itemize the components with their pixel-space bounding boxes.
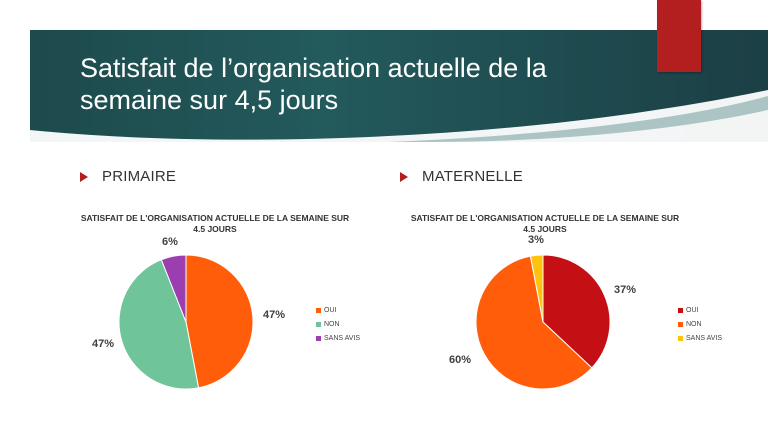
bullet-arrow-icon — [80, 171, 88, 182]
legend-swatch — [316, 307, 321, 313]
legend-item: NON — [316, 317, 360, 331]
legend-label: SANS AVIS — [324, 334, 361, 342]
pie-slice-non — [118, 259, 200, 390]
pie-slice-non — [475, 255, 593, 390]
title-banner — [30, 30, 768, 142]
red-tab-decoration — [657, 0, 701, 72]
data-label-non: 60% — [449, 354, 471, 366]
data-label-non: 47% — [92, 338, 114, 350]
legend-item: NON — [678, 317, 722, 331]
section-primaire: PRIMAIRE — [80, 168, 176, 185]
bullet-arrow-icon — [400, 171, 408, 182]
pie-slice-oui — [542, 254, 611, 369]
data-label-sans-avis: 6% — [162, 236, 178, 248]
slide-title: Satisfait de l’organisation actuelle de … — [80, 53, 547, 115]
banner-curve-decoration — [30, 90, 768, 142]
legend-label: OUI — [686, 306, 699, 314]
legend-swatch — [678, 307, 683, 313]
pie-slice-sans-avis — [529, 254, 544, 323]
pie-slice-oui — [185, 254, 254, 389]
legend-label: NON — [324, 320, 340, 328]
legend-swatch — [678, 321, 683, 327]
section-maternelle: MATERNELLE — [400, 168, 523, 185]
legend-item: OUI — [678, 303, 722, 317]
legend-item: OUI — [316, 303, 360, 317]
chart-title-primaire: SATISFAIT DE L'ORGANISATION ACTUELLE DE … — [80, 213, 350, 234]
data-label-oui: 47% — [263, 309, 285, 321]
legend-swatch — [316, 335, 321, 341]
data-label-oui: 37% — [614, 284, 636, 296]
section-label: MATERNELLE — [422, 168, 523, 185]
legend-swatch — [316, 321, 321, 327]
legend-maternelle: OUI NON SANS AVIS — [678, 303, 722, 345]
pie-slice-sans-avis — [160, 254, 187, 323]
legend-item: SANS AVIS — [316, 331, 360, 345]
legend-label: SANS AVIS — [686, 334, 723, 342]
data-label-sans-avis: 3% — [528, 234, 544, 246]
chart-title-maternelle: SATISFAIT DE L'ORGANISATION ACTUELLE DE … — [410, 213, 680, 234]
legend-label: OUI — [324, 306, 337, 314]
legend-primaire: OUI NON SANS AVIS — [316, 303, 360, 345]
legend-label: NON — [686, 320, 702, 328]
legend-swatch — [678, 335, 683, 341]
section-label: PRIMAIRE — [102, 168, 177, 185]
legend-item: SANS AVIS — [678, 331, 722, 345]
